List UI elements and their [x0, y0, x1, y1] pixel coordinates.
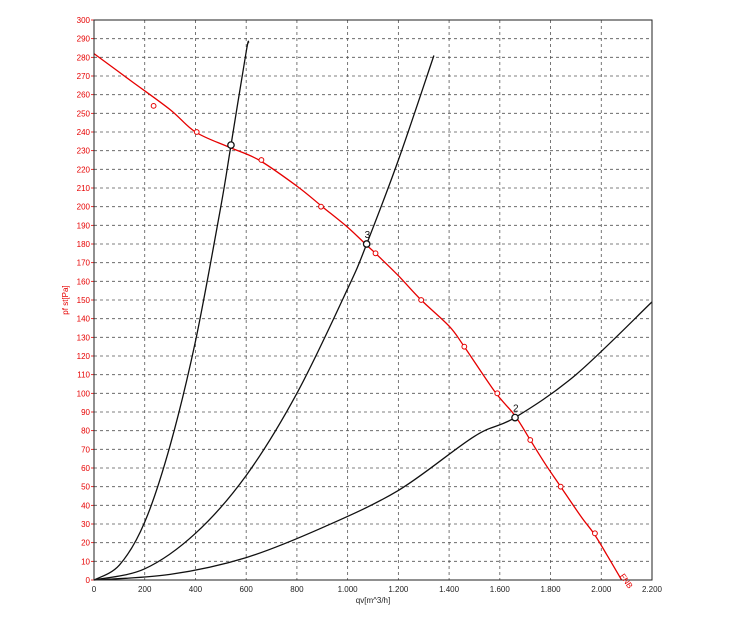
- x-tick-label: 800: [290, 585, 304, 594]
- fan-curve-marker: [258, 157, 265, 163]
- x-tick-label: 0: [92, 585, 97, 594]
- fan-curve-marker: [318, 203, 324, 210]
- y-tick-label: 0: [86, 576, 91, 585]
- fan-curve-marker: [592, 530, 598, 537]
- x-axis-label: qv[m^3/h]: [356, 596, 390, 605]
- y-tick-label: 250: [77, 109, 91, 118]
- system-curve: [93, 301, 653, 581]
- fan-curve-marker: [494, 390, 501, 397]
- y-tick-label: 30: [81, 520, 90, 529]
- y-tick-label: 190: [77, 221, 91, 230]
- y-tick-label: 260: [77, 91, 91, 100]
- x-tick-label: 1.200: [388, 585, 409, 594]
- operating-point: [227, 141, 235, 149]
- y-tick-label: 80: [81, 427, 90, 436]
- y-tick-label: 230: [77, 147, 91, 156]
- fan-curve-marker: [150, 102, 157, 109]
- y-tick-label: 150: [77, 296, 91, 305]
- x-tick-label: 200: [138, 585, 152, 594]
- x-tick-label: 1.000: [338, 585, 359, 594]
- y-tick-label: 220: [77, 165, 91, 174]
- y-tick-label: 10: [81, 557, 90, 566]
- x-tick-label: 2.000: [591, 585, 612, 594]
- fan-curve-marker: [557, 483, 564, 490]
- fan-curve-marker: [461, 343, 468, 350]
- y-tick-label: 120: [77, 352, 91, 361]
- x-tick-label: 1.600: [490, 585, 511, 594]
- operating-point: [362, 240, 371, 248]
- y-tick-label: 170: [77, 259, 91, 268]
- y-tick-label: 60: [81, 464, 90, 473]
- markers: 32: [150, 102, 598, 537]
- y-tick-label: 280: [77, 53, 91, 62]
- fan-curve-marker: [527, 437, 534, 443]
- fan-curve-marker: [372, 250, 379, 257]
- y-tick-label: 200: [77, 203, 91, 212]
- y-tick-label: 210: [77, 184, 91, 193]
- x-tick-label: 1.400: [439, 585, 460, 594]
- y-tick-label: 40: [81, 501, 90, 510]
- fan-curve-marker: [418, 297, 425, 303]
- operating-point-label: 3: [365, 230, 371, 241]
- y-tick-label: 270: [77, 72, 91, 81]
- x-tick-label: 400: [189, 585, 203, 594]
- y-tick-label: 90: [81, 408, 90, 417]
- grid: [94, 20, 652, 580]
- y-tick-label: 290: [77, 35, 91, 44]
- y-tick-label: 110: [77, 371, 90, 380]
- y-tick-label: 240: [77, 128, 91, 137]
- y-tick-label: 180: [77, 240, 91, 249]
- operating-point-label: 2: [513, 404, 519, 415]
- y-tick-label: 160: [77, 277, 91, 286]
- plot-frame: [93, 19, 653, 581]
- y-tick-label: 70: [81, 445, 90, 454]
- y-tick-label: 140: [77, 315, 91, 324]
- y-tick-label: 50: [81, 483, 90, 492]
- y-axis-label: pf st[Pa]: [61, 285, 70, 314]
- system-curve: [93, 40, 250, 581]
- y-tick-label: 20: [81, 539, 90, 548]
- operating-point: [511, 413, 519, 422]
- ticks: 0 200 400 600 800 1.000 1.200 1.400 1.600 1.800 2.…: [77, 16, 663, 594]
- y-tick-label: 100: [77, 389, 91, 398]
- x-tick-label: 600: [240, 585, 254, 594]
- y-tick-label: 130: [77, 333, 91, 342]
- system-curve: [93, 55, 435, 581]
- x-tick-label: 1.800: [541, 585, 562, 594]
- fan-curve-marker: [193, 129, 200, 135]
- y-tick-label: 300: [77, 16, 91, 25]
- x-tick-label: 2.200: [642, 585, 663, 594]
